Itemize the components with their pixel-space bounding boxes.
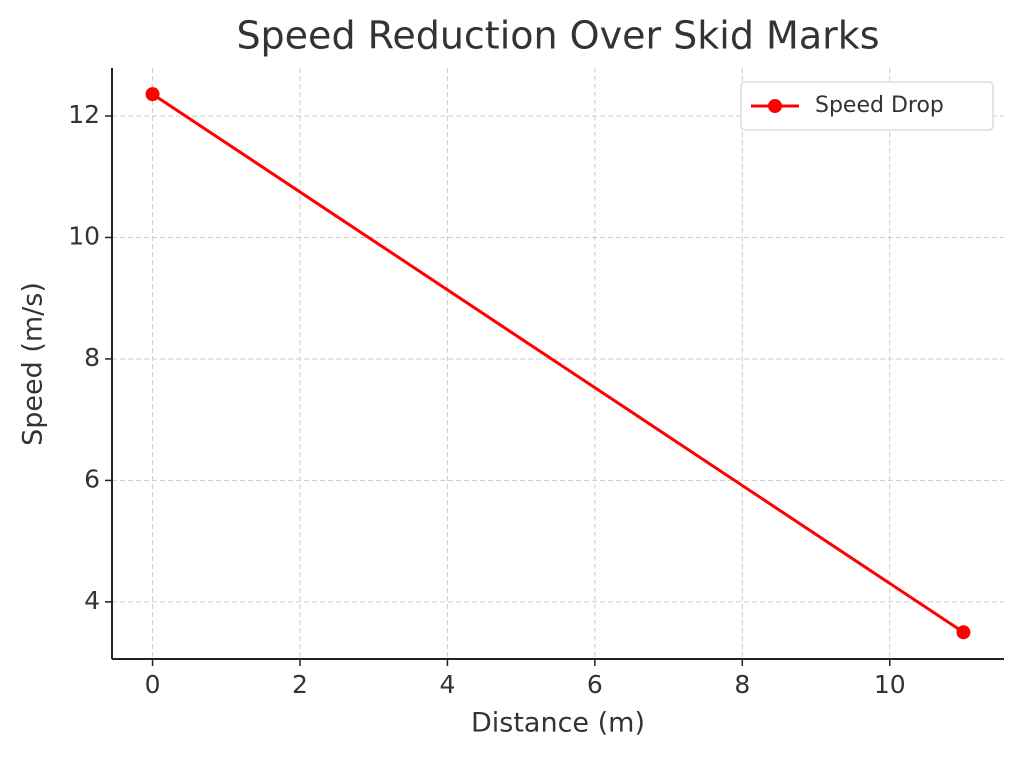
y-tick-label: 10 <box>68 221 100 250</box>
y-tick-label: 6 <box>84 464 100 493</box>
point <box>956 625 971 640</box>
x-tick-label: 4 <box>439 670 455 699</box>
x-axis-label: Distance (m) <box>471 708 645 739</box>
y-axis-label: Speed (m/s) <box>18 282 49 446</box>
x-tick-label: 0 <box>145 670 161 699</box>
chart-title: Speed Reduction Over Skid Marks <box>236 14 879 58</box>
point <box>145 87 160 102</box>
x-tick-label: 8 <box>734 670 750 699</box>
y-tick-label: 12 <box>68 100 100 129</box>
x-tick-label: 2 <box>292 670 308 699</box>
legend-label: Speed Drop <box>815 93 944 118</box>
x-tick-label: 10 <box>874 670 906 699</box>
legend-marker <box>768 99 782 113</box>
line <box>151 92 965 634</box>
y-tick-label: 8 <box>84 343 100 372</box>
legend-box <box>740 81 994 131</box>
y-tick-label: 4 <box>84 586 100 615</box>
x-tick-label: 6 <box>587 670 603 699</box>
